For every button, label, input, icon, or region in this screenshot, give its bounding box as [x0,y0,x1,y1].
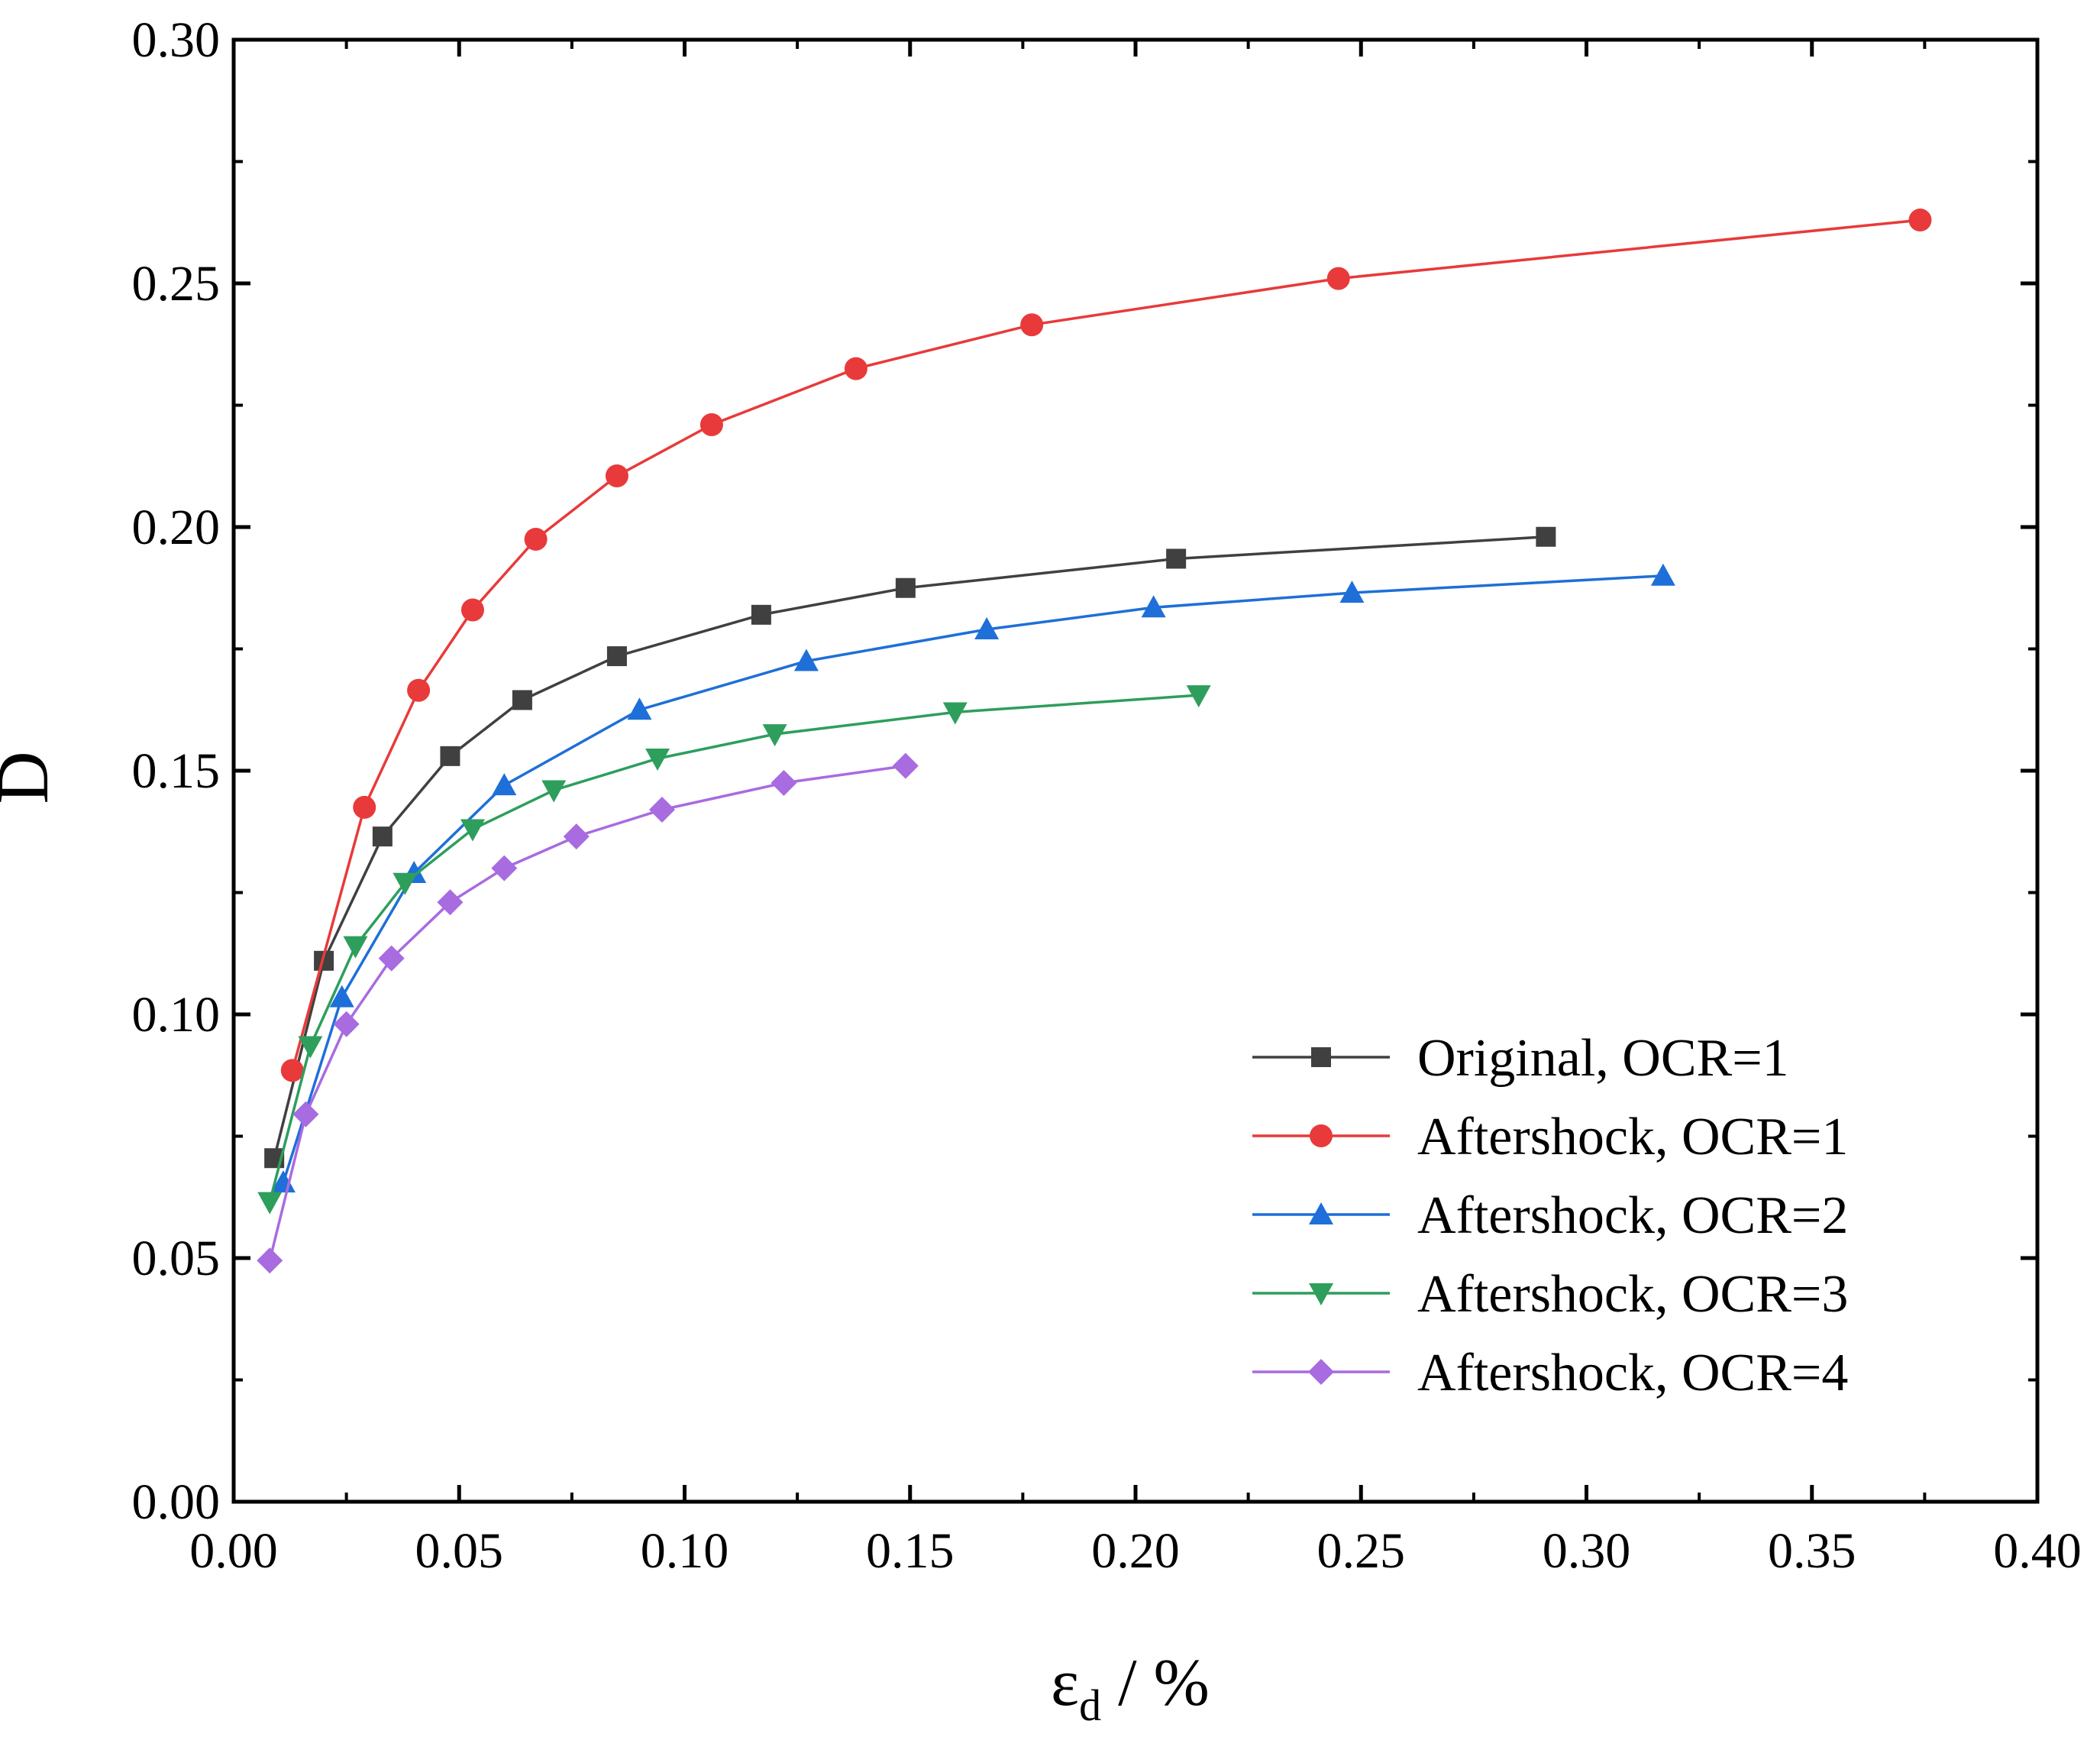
data-point-diamond [378,945,405,972]
data-point-square [606,646,627,667]
data-point-square [1166,548,1187,569]
data-point-circle [605,464,628,488]
data-point-triangle-down [762,724,787,747]
series-aftershock-ocr-1 [280,209,1932,1082]
data-point-diamond [257,1247,283,1274]
data-point-triangle-up [492,773,517,796]
data-point-triangle-down [393,872,418,895]
data-point-triangle-down [1186,685,1211,708]
data-point-triangle-up [627,697,652,720]
legend-swatch-marker [1309,1202,1333,1224]
data-point-circle [460,598,484,622]
data-point-triangle-up [974,616,1000,639]
data-point-diamond [292,1101,319,1127]
legend-swatch-marker [1310,1124,1333,1147]
x-axis-title-symbol: ε [1051,1646,1079,1720]
data-point-triangle-up [1339,581,1365,603]
data-point-triangle-down [541,780,567,803]
x-tick-label: 0.05 [415,1523,504,1579]
x-axis-title-subscript: d [1079,1680,1101,1730]
data-point-triangle-down [257,1192,283,1215]
series-line [291,218,1921,1071]
data-point-diamond [771,769,797,796]
legend-swatch-marker [1311,1047,1331,1067]
legend-label: Aftershock, OCR=2 [1417,1186,1848,1245]
data-point-diamond [491,855,518,881]
data-point-circle [1020,313,1044,337]
series-line [282,574,1663,1183]
y-tick-label: 0.30 [132,12,221,68]
x-axis-title: εd / % [1051,1646,1210,1730]
legend-item: Aftershock, OCR=1 [1252,1108,1848,1166]
data-point-square [751,604,771,625]
data-point-triangle-up [793,649,819,671]
y-tick-label: 0.00 [132,1474,221,1530]
legend-swatch-marker [1309,1283,1333,1305]
x-tick-label: 0.35 [1768,1523,1856,1579]
data-point-circle [407,678,431,702]
y-tick-label: 0.20 [132,500,221,555]
data-point-triangle-down [343,936,368,959]
data-point-circle [699,413,723,437]
data-point-diamond [563,823,590,850]
data-point-circle [524,527,548,551]
data-point-triangle-up [1650,563,1675,586]
legend-label: Aftershock, OCR=3 [1417,1265,1848,1324]
data-point-circle [353,795,376,819]
data-point-diamond [648,797,675,823]
y-tick-label: 0.10 [132,987,221,1043]
data-point-triangle-down [645,749,670,771]
x-tick-label: 0.30 [1543,1523,1631,1579]
data-point-triangle-down [942,702,968,725]
series-line [268,764,906,1261]
data-point-triangle-up [1141,595,1166,618]
data-point-square [440,746,460,766]
data-point-square [372,826,393,847]
x-tick-label: 0.15 [866,1523,955,1579]
y-tick-label: 0.15 [132,743,221,799]
legend-label: Aftershock, OCR=1 [1417,1108,1848,1166]
series-line [273,535,1546,1159]
x-tick-label: 0.00 [189,1523,278,1579]
legend-item: Aftershock, OCR=3 [1252,1265,1848,1324]
data-point-triangle-down [460,819,485,842]
series-aftershock-ocr-2 [270,563,1675,1193]
x-tick-label: 0.10 [641,1523,729,1579]
y-tick-label: 0.25 [132,256,221,312]
data-point-circle [844,357,867,380]
data-point-circle [1326,267,1350,290]
data-point-square [512,690,532,710]
series-original-ocr-1 [264,526,1556,1169]
data-point-diamond [892,752,919,779]
x-axis-title-suffix: / % [1101,1646,1210,1720]
legend-item: Aftershock, OCR=2 [1252,1186,1848,1245]
data-point-triangle-down [298,1036,323,1059]
y-axis-title: D [0,751,63,804]
legend-item: Aftershock, OCR=4 [1252,1344,1848,1402]
axes-layer: 0.00 0.05 0.10 0.15 0.20 0.25 0.30 0.35 0.40 0.00… [132,12,2082,1579]
legend-label: Aftershock, OCR=4 [1417,1344,1848,1402]
data-point-circle [1908,209,1932,232]
x-tick-label: 0.25 [1317,1523,1406,1579]
legend-item: Original, OCR=1 [1252,1029,1789,1088]
legend-swatch-marker [1308,1359,1334,1385]
data-point-square [895,577,916,598]
series-line [268,694,1199,1203]
data-point-triangle-up [270,1170,296,1193]
data-point-circle [280,1059,304,1082]
x-tick-label: 0.20 [1091,1523,1180,1579]
y-tick-label: 0.05 [132,1231,221,1286]
data-point-diamond [437,889,464,916]
legend: Original, OCR=1 Aftershock, OCR=1 Aftersho… [1252,1029,1848,1402]
legend-label: Original, OCR=1 [1417,1029,1789,1088]
data-point-triangle-up [329,985,354,1008]
data-point-diamond [333,1011,360,1037]
data-point-square [1536,526,1556,547]
series-aftershock-ocr-3 [257,685,1211,1215]
series-aftershock-ocr-4 [257,752,919,1274]
x-tick-label: 0.40 [1993,1523,2082,1579]
series-layer [257,209,1932,1274]
